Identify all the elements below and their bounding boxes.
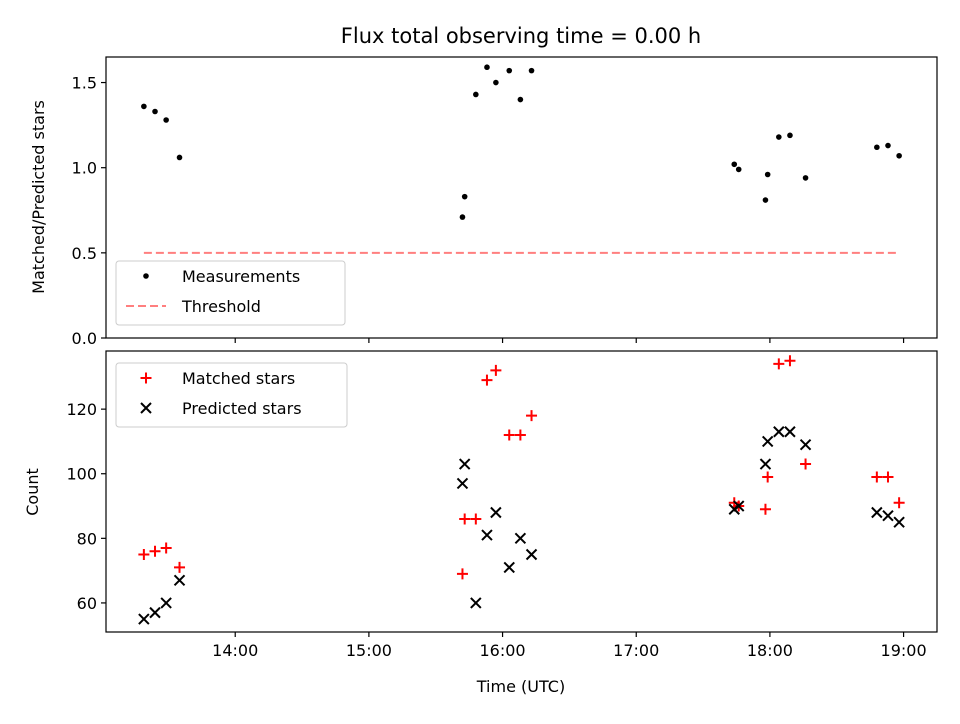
predicted-star-point	[514, 532, 527, 545]
matched-star-point	[773, 358, 785, 370]
measurement-point	[764, 171, 771, 178]
y-tick-label: 60	[77, 594, 97, 613]
legend-marker	[143, 273, 149, 279]
predicted-star-point	[871, 506, 883, 519]
matched-star-point	[174, 561, 186, 573]
measurement-point	[731, 161, 738, 168]
measurement-point	[896, 152, 902, 159]
measurement-point	[473, 91, 479, 98]
matched-star-point	[871, 471, 883, 483]
chart-title: Flux total observing time = 0.00 h	[341, 24, 701, 48]
matched-star-point	[759, 503, 771, 515]
matched-star-point	[490, 364, 502, 376]
predicted-star-point	[761, 435, 774, 448]
matched-star-point	[470, 513, 482, 525]
measurement-point	[506, 67, 513, 74]
y-tick-label: 1.5	[72, 74, 97, 93]
measurement-point	[874, 144, 880, 151]
y-tick-label: 100	[66, 465, 97, 484]
predicted-star-point	[149, 606, 161, 619]
y-tick-label: 1.0	[72, 159, 97, 178]
legend-marker	[140, 402, 152, 414]
predicted-star-point	[733, 500, 745, 512]
measurement-point	[493, 79, 499, 86]
matched-star-point	[526, 410, 538, 422]
measurement-point	[459, 214, 466, 220]
matched-star-point	[160, 542, 172, 554]
matched-star-point	[481, 374, 493, 386]
predicted-star-point	[470, 597, 482, 609]
measurement-point	[735, 166, 742, 173]
measurement-point	[176, 154, 183, 161]
bottom-y-axis-label: Count	[23, 468, 42, 516]
top-panel: 0.0 0.5 1.0 1.5	[72, 56, 938, 348]
matched-star-point	[456, 568, 468, 580]
measurement-point	[528, 67, 535, 74]
matched-star-point	[503, 429, 515, 441]
legend-box	[115, 260, 346, 326]
matched-star-point	[138, 548, 150, 560]
predicted-star-point	[799, 438, 812, 451]
matched-star-point	[893, 497, 905, 509]
measurement-point	[517, 96, 524, 103]
legend-label: Matched stars	[182, 369, 295, 388]
measurement-point	[461, 193, 468, 200]
legend-label: Measurements	[182, 267, 300, 286]
measurement-point	[484, 64, 490, 71]
plot-frame	[105, 56, 938, 339]
y-tick-label: 80	[77, 529, 97, 548]
matched-star-point	[149, 545, 161, 557]
x-tick-label: 14:00	[212, 641, 258, 660]
predicted-star-point	[893, 516, 905, 528]
x-tick-label: 19:00	[881, 641, 927, 660]
predicted-star-point	[503, 561, 515, 574]
legend-bottom: Matched stars Predicted stars	[115, 362, 348, 428]
matched-star-point	[882, 471, 894, 483]
x-axis-label: Time (UTC)	[476, 677, 565, 696]
matched-star-point	[459, 513, 471, 525]
x-tick-label: 16:00	[480, 641, 526, 660]
y-tick-label: 120	[66, 400, 97, 419]
x-tick-label: 18:00	[747, 641, 793, 660]
legend-label: Threshold	[181, 297, 261, 316]
predicted-star-point	[458, 458, 471, 470]
measurement-point	[802, 175, 809, 181]
predicted-star-point	[160, 597, 172, 609]
matched-star-point	[784, 355, 796, 367]
predicted-star-point	[759, 458, 772, 470]
predicted-star-point	[481, 529, 493, 541]
legend-top: Measurements Threshold	[115, 260, 346, 326]
legend-box	[115, 362, 348, 428]
predicted-star-point	[456, 477, 469, 490]
y-tick-label: 0.5	[72, 244, 97, 263]
predicted-star-point	[784, 426, 796, 438]
matched-star-point	[800, 458, 812, 470]
predicted-star-point	[882, 510, 894, 522]
measurement-point	[163, 117, 169, 123]
legend-label: Predicted stars	[182, 399, 302, 418]
x-tick-label: 15:00	[346, 641, 392, 660]
plot-frame	[105, 350, 938, 633]
measurement-point	[776, 134, 782, 140]
measurement-point	[787, 132, 793, 139]
measurement-point	[152, 108, 158, 115]
bottom-panel: 60 80 100 120 14:00 15:00 16:00 17:00 18:00 19:00	[66, 350, 938, 660]
measurement-point	[141, 103, 147, 110]
predicted-star-point	[525, 548, 538, 561]
legend-marker	[140, 372, 152, 384]
measurement-point	[762, 197, 769, 203]
predicted-star-point	[773, 426, 785, 438]
y-tick-label: 0.0	[72, 329, 97, 348]
predicted-star-point	[173, 574, 186, 587]
matched-star-point	[514, 429, 526, 441]
top-y-axis-label: Matched/Predicted stars	[29, 100, 48, 294]
x-tick-label: 17:00	[613, 641, 659, 660]
matched-star-point	[762, 471, 774, 483]
predicted-star-point	[490, 506, 502, 519]
measurement-point	[885, 142, 891, 149]
predicted-star-point	[138, 613, 150, 625]
